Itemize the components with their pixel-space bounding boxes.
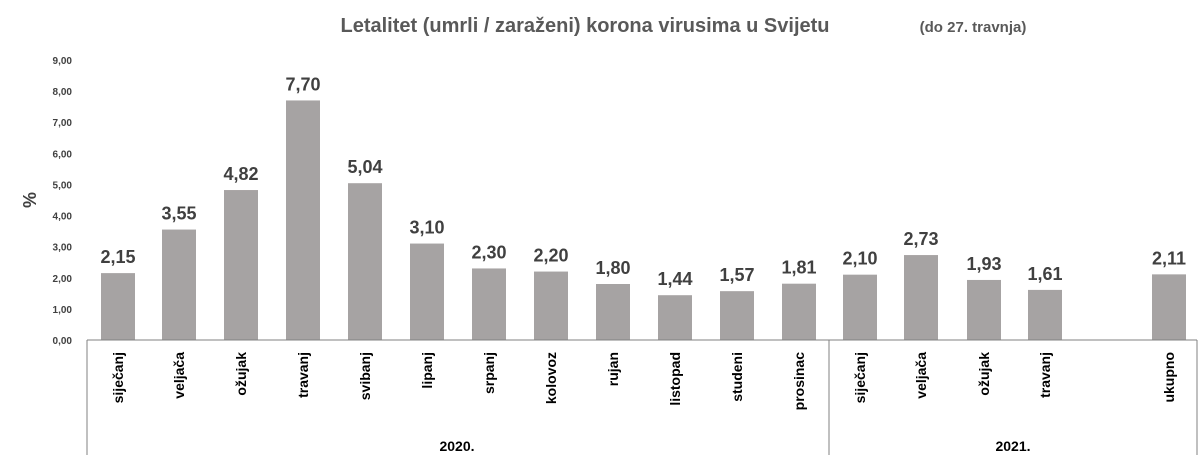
y-tick-label: 0,00 xyxy=(53,336,73,347)
bars xyxy=(101,100,1186,340)
y-tick-label: 1,00 xyxy=(53,305,73,316)
data-label: 3,10 xyxy=(409,218,444,238)
data-label: 2,20 xyxy=(533,246,568,266)
category-label: ožujak xyxy=(976,352,992,396)
bar xyxy=(348,183,382,340)
data-label: 5,04 xyxy=(347,157,382,177)
data-label: 2,15 xyxy=(100,247,135,267)
category-label: studeni xyxy=(729,352,745,402)
category-label: listopad xyxy=(667,352,683,406)
category-label: svibanj xyxy=(357,352,373,400)
data-label: 1,93 xyxy=(966,254,1001,274)
chart-title: Letalitet (umrli / zaraženi) korona viru… xyxy=(340,15,1026,37)
data-label: 1,57 xyxy=(719,265,754,285)
data-label: 1,81 xyxy=(781,258,816,278)
bar xyxy=(534,271,568,340)
y-tick-label: 6,00 xyxy=(53,149,73,160)
x-axis xyxy=(86,339,1198,455)
bar xyxy=(720,291,754,340)
bar xyxy=(782,283,816,340)
category-label: veljača xyxy=(913,352,929,399)
bar xyxy=(904,255,938,340)
category-label: kolovoz xyxy=(543,352,559,404)
bar xyxy=(286,100,320,340)
bar xyxy=(1028,289,1062,340)
bar xyxy=(101,273,135,340)
y-tick-label: 2,00 xyxy=(53,274,73,285)
category-label: travanj xyxy=(295,352,311,398)
x-axis-category-labels: siječanj veljača ožujak travanj svibanj lipan… xyxy=(110,352,1177,411)
category-label: lipanj xyxy=(419,352,435,389)
y-tick-label: 3,00 xyxy=(53,243,73,254)
bar xyxy=(658,295,692,340)
y-tick-label: 9,00 xyxy=(53,56,73,67)
chart-subtitle-text: (do 27. travnja) xyxy=(920,19,1027,36)
category-label: siječanj xyxy=(110,352,126,403)
y-axis-label: % xyxy=(20,192,40,208)
bar xyxy=(596,284,630,340)
data-label: 7,70 xyxy=(285,74,320,94)
bar xyxy=(410,243,444,340)
category-label: veljača xyxy=(171,352,187,399)
data-label: 3,55 xyxy=(161,204,196,224)
chart-title-text: Letalitet (umrli / zaraženi) korona viru… xyxy=(340,15,829,37)
data-label: 2,10 xyxy=(842,249,877,269)
data-label: 1,80 xyxy=(595,258,630,278)
data-label: 4,82 xyxy=(223,164,258,184)
data-label: 2,11 xyxy=(1152,248,1186,268)
data-label: 1,44 xyxy=(657,269,692,289)
data-labels: 2,15 3,55 4,82 7,70 5,04 3,10 2,30 2,20 1,80 1,44… xyxy=(100,74,1186,289)
category-label: travanj xyxy=(1037,352,1053,398)
category-label: prosinac xyxy=(791,352,807,411)
y-axis-ticks: 0,00 1,00 2,00 3,00 4,00 5,00 6,00 7,00 8,00 9,00 xyxy=(53,56,73,347)
data-label: 1,61 xyxy=(1027,264,1062,284)
category-label: srpanj xyxy=(481,352,497,394)
y-tick-label: 7,00 xyxy=(53,118,73,129)
bar xyxy=(162,229,196,340)
category-label: siječanj xyxy=(852,352,868,403)
data-label: 2,73 xyxy=(903,229,938,249)
group-label: 2021. xyxy=(995,438,1030,454)
data-label: 2,30 xyxy=(471,242,506,262)
bar xyxy=(224,190,258,340)
group-label: 2020. xyxy=(439,438,474,454)
category-label: rujan xyxy=(605,352,621,386)
category-label: ukupno xyxy=(1161,352,1177,403)
y-tick-label: 8,00 xyxy=(53,87,73,98)
bar xyxy=(1152,274,1186,340)
y-tick-label: 4,00 xyxy=(53,212,73,223)
bar xyxy=(472,268,506,340)
x-axis-group-labels: 2020. 2021. xyxy=(439,438,1030,454)
bar xyxy=(843,274,877,340)
category-label: ožujak xyxy=(233,352,249,396)
bar xyxy=(967,279,1001,340)
y-tick-label: 5,00 xyxy=(53,180,73,191)
